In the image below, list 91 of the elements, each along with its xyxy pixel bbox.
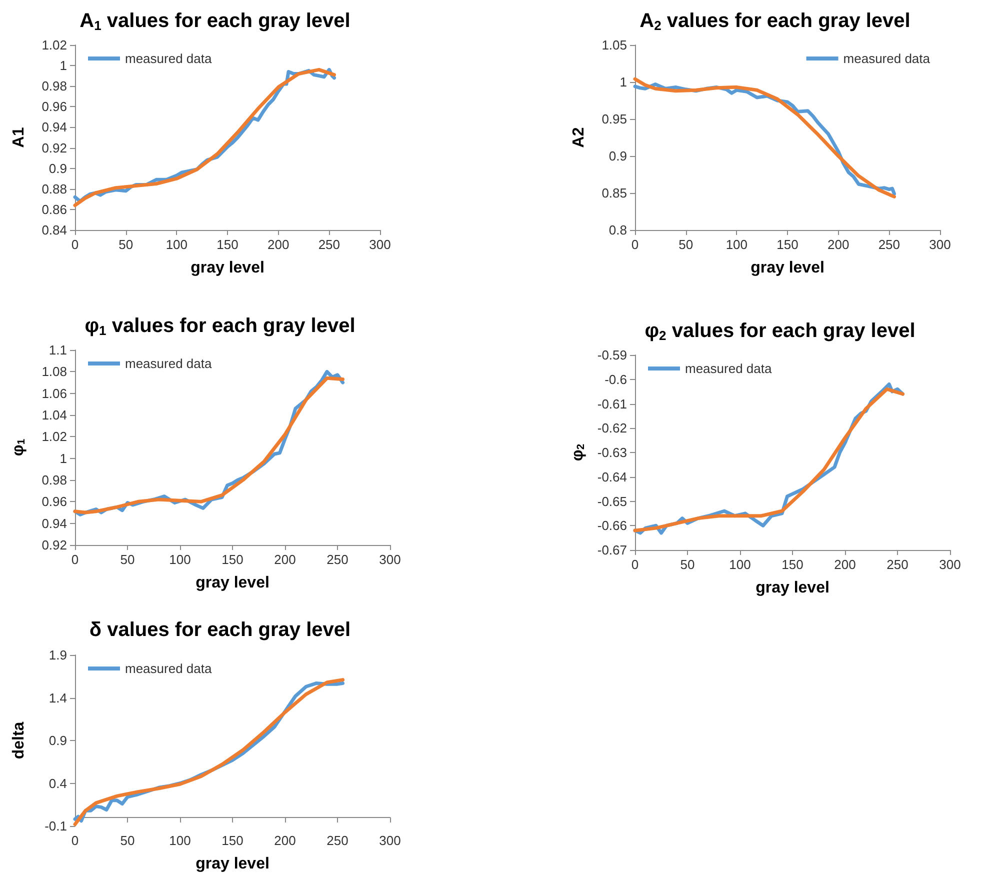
x-tick-label: 300 xyxy=(929,237,951,252)
y-tick-label: 0.4 xyxy=(48,776,67,791)
x-axis-title: gray level xyxy=(196,856,270,872)
y-axis-title: A2 xyxy=(570,127,588,148)
x-tick-label: 250 xyxy=(326,833,348,848)
legend-label: measured data xyxy=(843,51,931,66)
x-axis-title: gray level xyxy=(750,260,824,276)
y-tick-label: 0.92 xyxy=(42,140,67,156)
y-tick-label: 1.4 xyxy=(48,690,67,706)
y-tick-label: 1.04 xyxy=(42,408,67,422)
y-tick-label: 0.84 xyxy=(42,222,67,238)
y-tick-label: 1 xyxy=(620,74,627,90)
y-tick-label: 0.98 xyxy=(42,472,67,488)
y-tick-label: -0.59 xyxy=(597,348,627,362)
x-tick-label: 0 xyxy=(631,237,639,252)
x-tick-label: 100 xyxy=(169,552,191,567)
legend-label: measured data xyxy=(125,51,212,66)
legend-label: measured data xyxy=(685,361,772,376)
y-tick-label: -0.65 xyxy=(597,494,627,509)
x-tick-label: 300 xyxy=(379,833,401,848)
x-tick-label: 50 xyxy=(680,557,695,572)
x-tick-label: 150 xyxy=(222,833,244,848)
legend-label: measured data xyxy=(125,661,212,676)
y-tick-label: 1.08 xyxy=(42,364,67,380)
y-tick-label: 0.86 xyxy=(42,202,67,217)
y-tick-label: 0.94 xyxy=(42,120,67,135)
y-tick-label: 1 xyxy=(60,58,67,74)
x-tick-label: 200 xyxy=(274,552,296,567)
x-tick-label: 300 xyxy=(379,552,401,567)
y-tick-label: -0.64 xyxy=(597,469,627,484)
y-tick-label: -0.66 xyxy=(597,518,627,534)
y-tick-label: -0.6 xyxy=(604,372,627,387)
y-tick-label: 0.95 xyxy=(602,112,627,126)
x-axis-title: gray level xyxy=(190,260,264,276)
y-tick-label: 0.9 xyxy=(608,148,627,164)
x-tick-label: 200 xyxy=(274,833,296,848)
x-tick-label: 150 xyxy=(776,237,798,252)
x-tick-label: 300 xyxy=(939,557,961,572)
y-tick-label: 1.06 xyxy=(42,386,67,401)
legend-label: measured data xyxy=(125,356,212,371)
x-tick-label: 200 xyxy=(834,557,856,572)
x-tick-label: 150 xyxy=(222,552,244,567)
y-tick-label: -0.67 xyxy=(597,542,627,558)
x-tick-label: 150 xyxy=(216,237,238,252)
y-tick-label: 0.92 xyxy=(42,538,67,552)
x-tick-label: 300 xyxy=(369,237,391,252)
chart-title: δ values for each gray level xyxy=(89,619,351,641)
y-tick-label: 0.85 xyxy=(602,186,627,200)
x-tick-label: 50 xyxy=(120,552,135,567)
x-tick-label: 100 xyxy=(726,237,748,252)
x-tick-label: 250 xyxy=(878,237,900,252)
x-tick-label: 100 xyxy=(169,833,191,848)
y-tick-label: 1.02 xyxy=(42,429,67,444)
x-tick-label: 0 xyxy=(71,552,79,567)
y-tick-label: 1.02 xyxy=(42,38,67,52)
x-tick-label: 50 xyxy=(118,237,134,252)
y-axis-title: A1 xyxy=(10,127,28,148)
x-tick-label: 0 xyxy=(71,833,79,848)
x-tick-label: 50 xyxy=(678,237,694,252)
y-axis-title: φ2 xyxy=(569,444,587,462)
y-tick-label: 1.05 xyxy=(602,38,627,52)
x-axis-title: gray level xyxy=(756,580,830,596)
x-tick-label: 250 xyxy=(326,552,348,567)
y-tick-label: -0.63 xyxy=(597,445,627,460)
y-axis-title: delta xyxy=(10,722,28,760)
y-axis-title: φ1 xyxy=(10,438,28,456)
y-tick-label: 0.94 xyxy=(42,516,67,531)
x-tick-label: 150 xyxy=(782,557,804,572)
y-tick-label: 0.8 xyxy=(608,222,627,238)
y-tick-label: 0.96 xyxy=(42,494,67,510)
x-tick-label: 200 xyxy=(267,237,290,252)
y-tick-label: 1 xyxy=(60,450,67,466)
y-tick-label: -0.1 xyxy=(44,818,67,834)
x-tick-label: 0 xyxy=(71,237,79,252)
x-tick-label: 50 xyxy=(120,833,135,848)
x-tick-label: 250 xyxy=(318,237,340,252)
y-tick-label: 1.1 xyxy=(48,342,67,358)
x-tick-label: 0 xyxy=(631,557,639,572)
y-tick-label: 1.9 xyxy=(48,648,67,662)
x-tick-label: 250 xyxy=(886,557,908,572)
y-tick-label: 0.9 xyxy=(48,160,67,176)
y-tick-label: 0.96 xyxy=(42,99,67,114)
x-tick-label: 200 xyxy=(827,237,850,252)
x-tick-label: 100 xyxy=(729,557,751,572)
x-axis-title: gray level xyxy=(196,574,270,592)
y-tick-label: 0.9 xyxy=(48,733,67,748)
y-tick-label: 0.88 xyxy=(42,181,67,196)
x-tick-label: 100 xyxy=(166,237,188,252)
y-tick-label: -0.61 xyxy=(597,396,627,412)
y-tick-label: -0.62 xyxy=(597,420,627,436)
y-tick-label: 0.98 xyxy=(42,78,67,94)
